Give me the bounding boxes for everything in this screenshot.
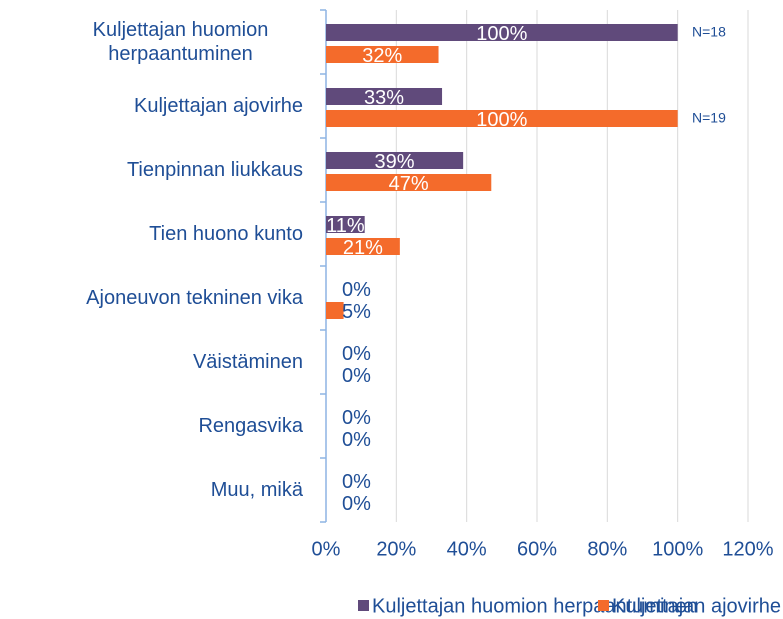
value-label: 47% bbox=[389, 173, 429, 195]
x-tick-label: 20% bbox=[376, 538, 416, 560]
bar bbox=[326, 174, 492, 191]
x-tick-label: 80% bbox=[587, 538, 627, 560]
annotation: N=18 bbox=[692, 24, 726, 40]
bar bbox=[326, 110, 678, 127]
y-tick-label: Tien huono kunto bbox=[149, 223, 303, 245]
bar bbox=[326, 302, 344, 319]
value-label: 33% bbox=[364, 87, 404, 109]
legend-label: Kuljettajan huomion herpaantuminen bbox=[372, 595, 698, 617]
value-label: 0% bbox=[342, 471, 371, 493]
y-tick-label: Kuljettajan huomion herpaantuminen bbox=[92, 19, 269, 65]
value-label: 0% bbox=[342, 429, 371, 451]
value-label: 0% bbox=[342, 279, 371, 301]
legend-swatch bbox=[598, 600, 609, 611]
y-tick-label: Väistäminen bbox=[192, 351, 303, 373]
x-tick-label: 60% bbox=[517, 538, 557, 560]
bar bbox=[326, 24, 678, 41]
value-label: 0% bbox=[342, 343, 371, 365]
value-label: 100% bbox=[476, 23, 527, 45]
value-label: 0% bbox=[342, 493, 371, 515]
value-label: 100% bbox=[476, 109, 527, 131]
bar bbox=[326, 46, 439, 63]
value-label: 11% bbox=[326, 215, 365, 237]
value-label: 21% bbox=[343, 237, 383, 259]
bar bbox=[326, 152, 464, 169]
value-label: 5% bbox=[342, 301, 371, 323]
x-tick-label: 120% bbox=[722, 538, 773, 560]
x-tick-label: 0% bbox=[312, 538, 341, 560]
y-tick-label: Muu, mikä bbox=[210, 479, 303, 501]
y-tick-label: Kuljettajan ajovirhe bbox=[134, 95, 303, 117]
value-label: 32% bbox=[362, 45, 402, 67]
y-tick-label: Tienpinnan liukkaus bbox=[126, 159, 303, 181]
bar bbox=[326, 88, 443, 105]
bar bbox=[326, 216, 365, 233]
value-label: 39% bbox=[375, 151, 415, 173]
annotation: N=19 bbox=[692, 110, 726, 126]
y-tick-label: Ajoneuvon tekninen vika bbox=[86, 287, 303, 309]
x-tick-label: 100% bbox=[652, 538, 703, 560]
bar bbox=[326, 238, 400, 255]
x-tick-label: 40% bbox=[447, 538, 487, 560]
value-label: 0% bbox=[342, 365, 371, 387]
value-label: 0% bbox=[342, 407, 371, 429]
legend-label: Kuljettajan ajovirhe bbox=[612, 595, 781, 617]
legend-swatch bbox=[358, 600, 369, 611]
y-tick-label: Rengasvika bbox=[198, 415, 303, 437]
